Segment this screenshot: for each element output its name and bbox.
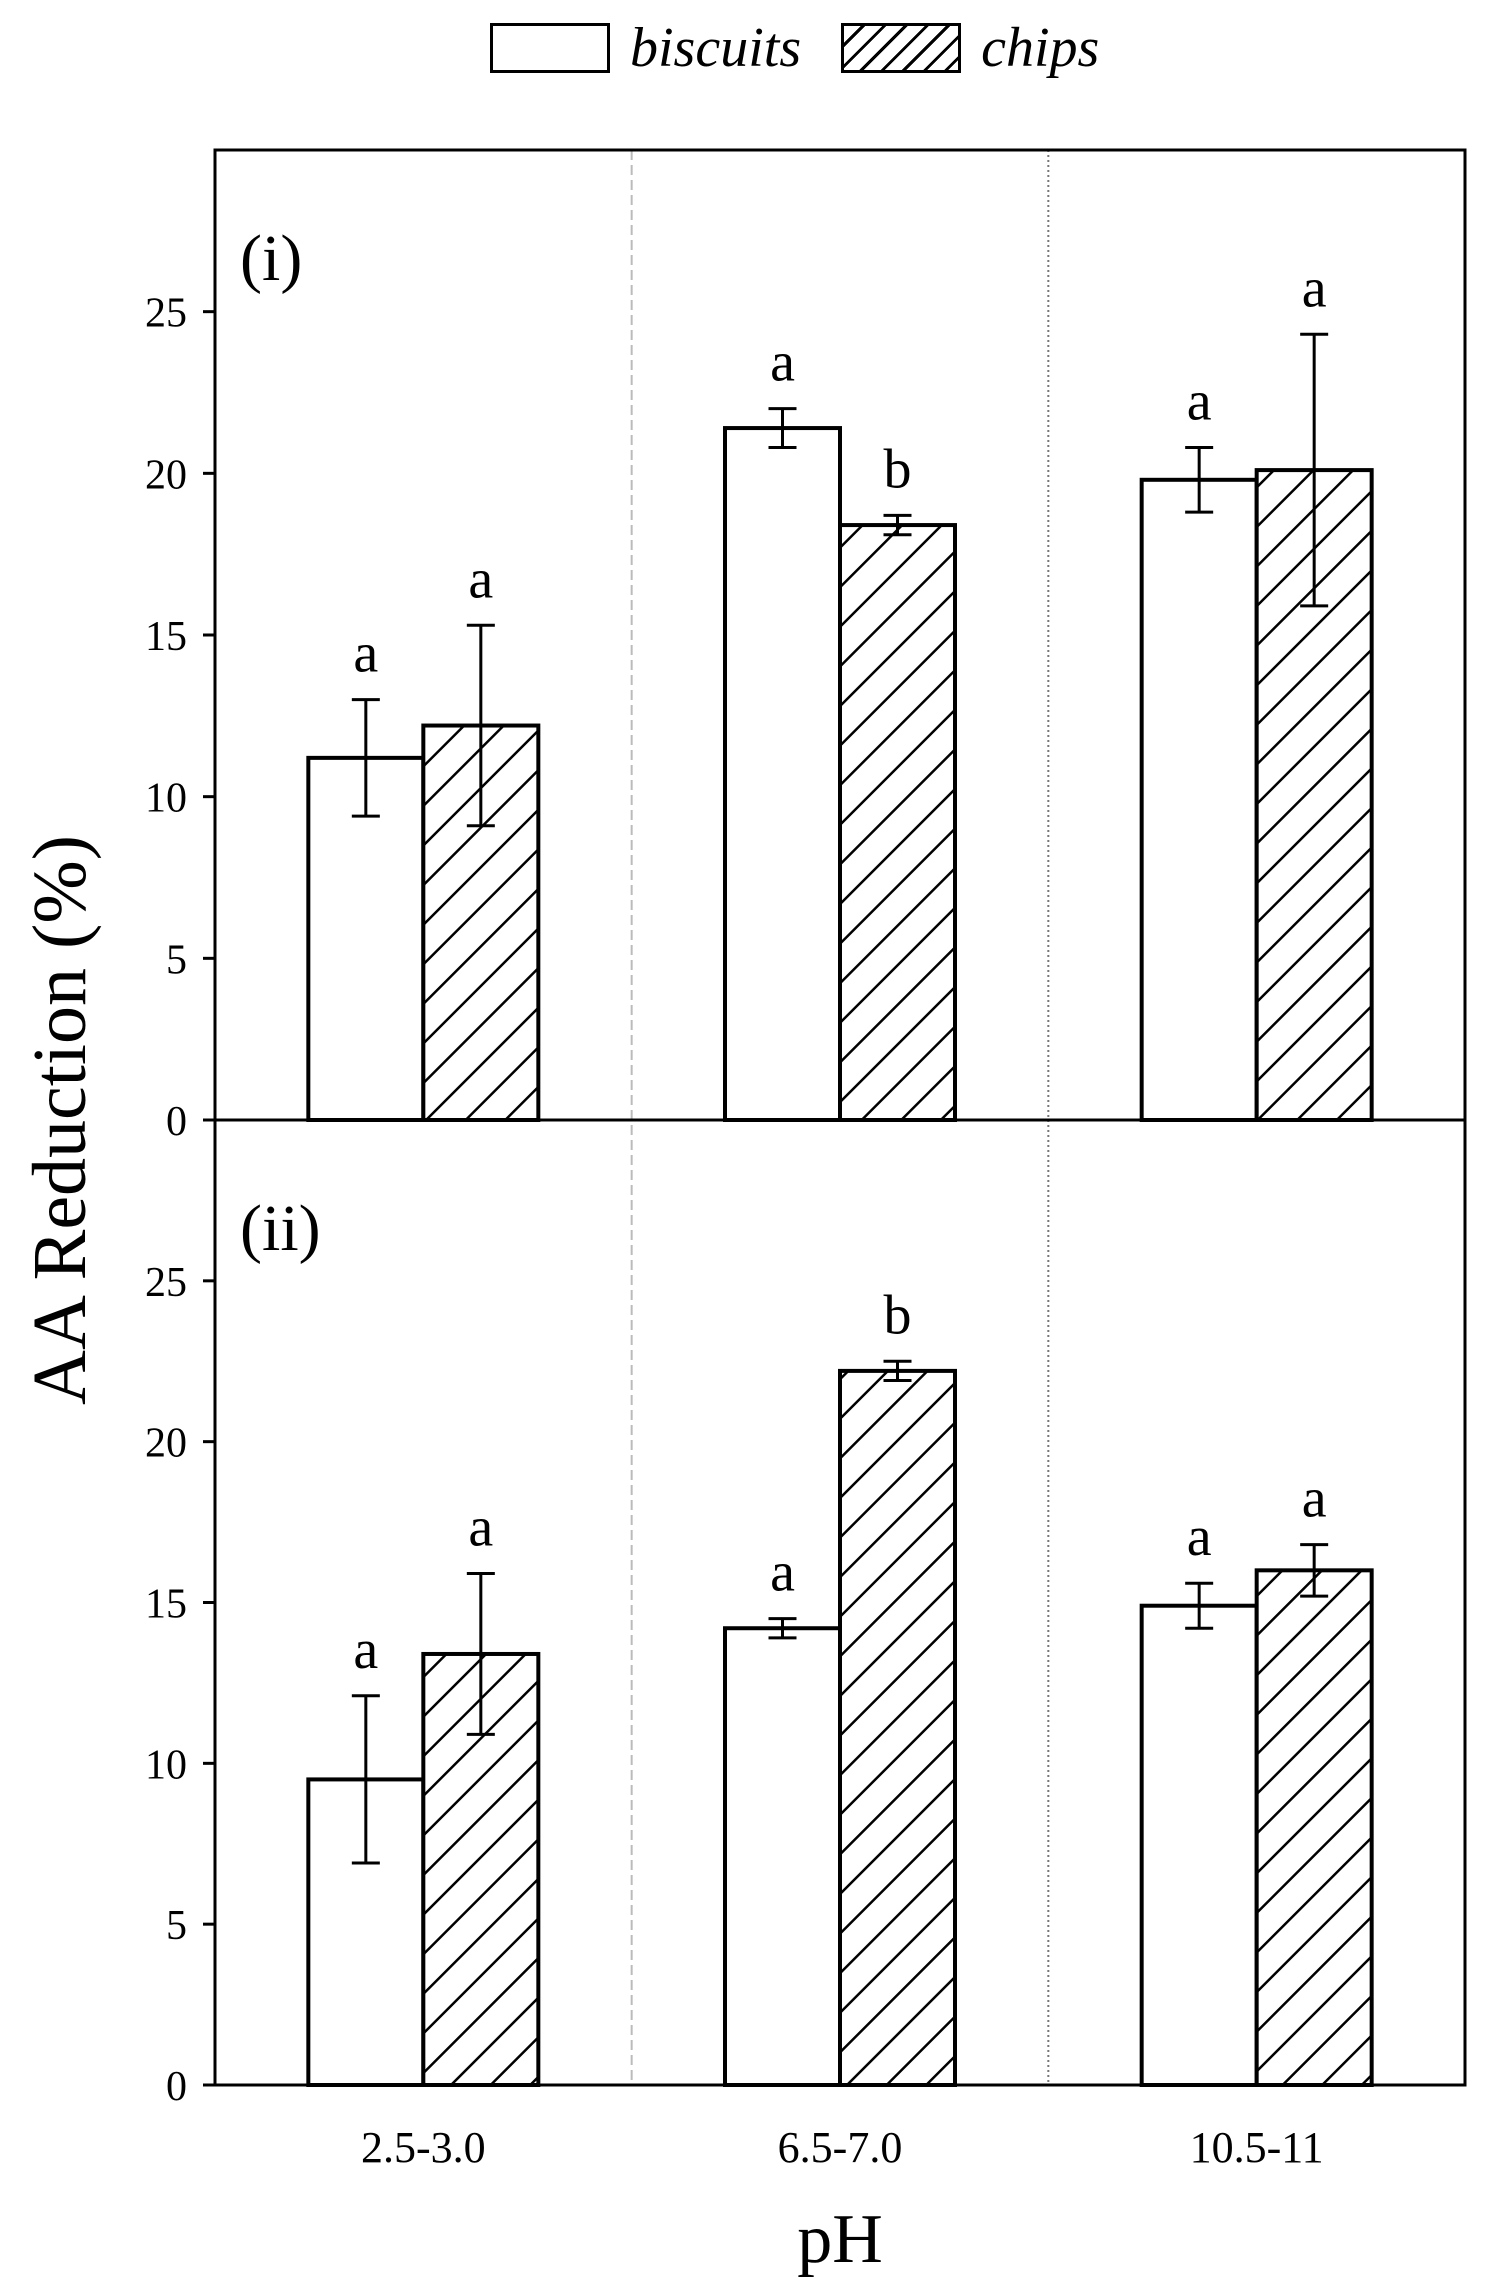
significance-letter: a: [770, 332, 795, 394]
x-axis-title: pH: [797, 2201, 883, 2278]
significance-letter: a: [1187, 370, 1212, 432]
significance-letter: a: [353, 623, 378, 685]
y-tick-label: 15: [145, 614, 187, 660]
panel-label: (i): [240, 222, 302, 295]
y-tick-label: 15: [145, 1582, 187, 1628]
significance-letter: a: [1187, 1506, 1212, 1568]
y-tick-label: 25: [145, 291, 187, 337]
legend: biscuits chips: [490, 18, 1139, 78]
x-tick-label: 6.5-7.0: [778, 2123, 903, 2172]
y-tick-label: 5: [166, 937, 187, 983]
x-tick-label: 10.5-11: [1190, 2123, 1324, 2172]
bar-biscuits: [306, 755, 426, 1122]
significance-letter: b: [884, 438, 912, 500]
bar-biscuits: [1139, 477, 1259, 1122]
y-tick-label: 0: [166, 2064, 187, 2110]
legend-label-chips: chips: [981, 17, 1100, 79]
significance-letter: a: [468, 548, 493, 610]
y-tick-label: 5: [166, 1903, 187, 1949]
panel-label: (ii): [240, 1192, 321, 1265]
y-tick-label: 10: [145, 1742, 187, 1788]
significance-letter: a: [353, 1619, 378, 1681]
significance-letter: a: [770, 1542, 795, 1604]
significance-letter: a: [1302, 257, 1327, 319]
y-tick-label: 10: [145, 776, 187, 822]
y-tick-label: 0: [166, 1099, 187, 1145]
legend-swatch-biscuits: [490, 23, 610, 73]
bar-biscuits: [723, 426, 842, 1123]
bar-chips: [838, 523, 957, 1122]
significance-letter: b: [884, 1284, 912, 1346]
significance-letter: a: [1302, 1468, 1327, 1530]
bar-chips: [1254, 1568, 1374, 2088]
legend-swatch-chips: [841, 23, 962, 73]
bar-biscuits: [723, 1626, 842, 2087]
y-tick-label: 25: [145, 1260, 187, 1306]
significance-letter: a: [468, 1497, 493, 1559]
bar-chips: [838, 1368, 957, 2087]
legend-label-biscuits: biscuits: [630, 17, 802, 79]
bar-biscuits: [1139, 1603, 1259, 2087]
y-tick-label: 20: [145, 452, 187, 498]
y-axis-title: AA Reduction (%): [18, 835, 102, 1405]
y-tick-label: 20: [145, 1421, 187, 1467]
x-tick-label: 2.5-3.0: [361, 2123, 486, 2172]
